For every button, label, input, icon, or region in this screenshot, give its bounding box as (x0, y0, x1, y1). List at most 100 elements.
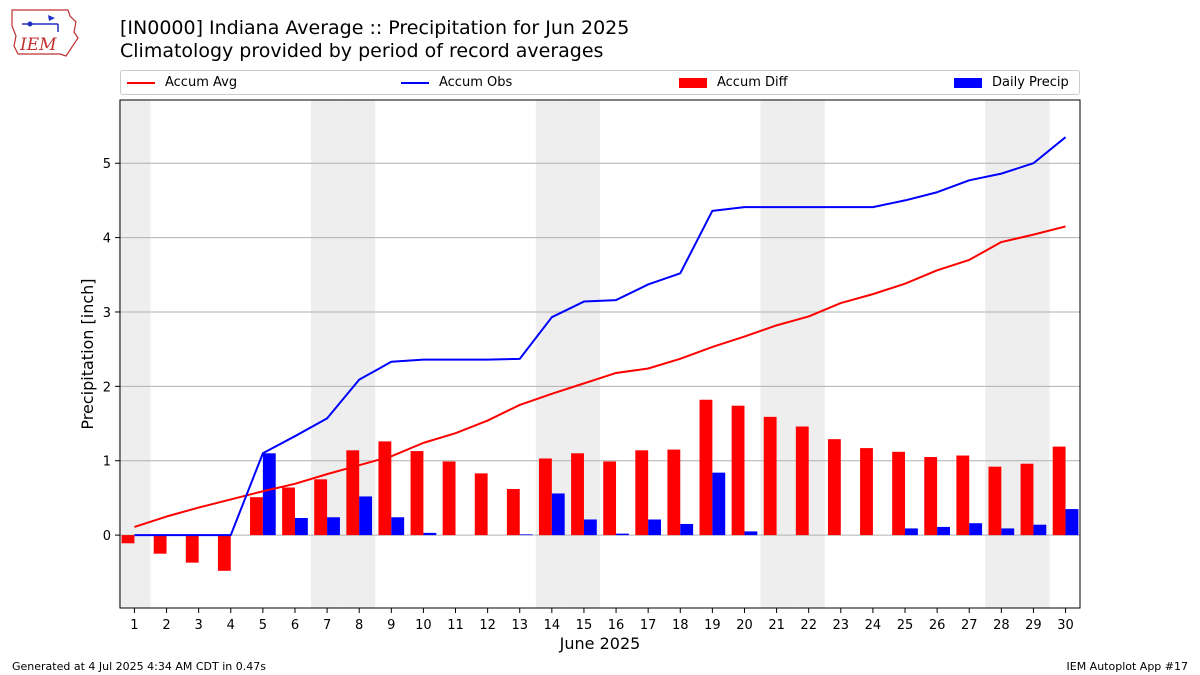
daily-precip-bar (1065, 509, 1079, 536)
daily-precip-bar (905, 528, 918, 536)
accum-diff-bar (153, 535, 167, 554)
accum-diff-bar (571, 453, 584, 536)
x-tick-label: 24 (865, 618, 882, 633)
x-tick-label: 8 (355, 618, 363, 633)
y-tick-label: 0 (103, 529, 111, 544)
accum-diff-bar (506, 488, 520, 536)
daily-precip-bar (680, 523, 694, 536)
daily-precip-bar (969, 523, 983, 536)
x-tick-label: 17 (640, 618, 657, 633)
chart-title: [IN0000] Indiana Average :: Precipitatio… (120, 17, 630, 39)
y-tick-label: 4 (103, 232, 111, 247)
accum-obs-line (134, 136, 1067, 537)
legend-label-accum-avg: Accum Avg (165, 75, 238, 90)
daily-precip-bar (294, 518, 308, 536)
daily-precip-bar (1001, 528, 1015, 536)
x-tick-label: 30 (1057, 618, 1074, 633)
legend-label-accum-obs: Accum Obs (439, 75, 513, 90)
accum-diff-bar (442, 461, 456, 536)
y-tick-label: 1 (103, 455, 111, 470)
legend-item-accum-obs: Accum Obs (401, 75, 512, 90)
legend-item-accum-diff: Accum Diff (679, 75, 788, 90)
x-tick-label: 25 (897, 618, 914, 633)
accum-diff-bar (988, 466, 1002, 536)
legend-item-daily-precip: Daily Precip (954, 75, 1069, 90)
weekend-shade-band (118, 100, 151, 608)
accum-avg-line (134, 225, 1066, 528)
chart-legend: Accum Avg Accum Obs Accum Diff Daily Pre… (120, 70, 1080, 95)
chart-subtitle: Climatology provided by period of record… (120, 40, 604, 62)
accum-diff-bar (956, 455, 970, 536)
x-tick-label: 28 (993, 618, 1010, 633)
accum-diff-bar (667, 449, 681, 536)
accum-diff-bar (378, 441, 392, 536)
accum-diff-bar (185, 535, 199, 563)
accum-diff-bar (892, 451, 906, 536)
accum-diff-bar (699, 399, 713, 536)
accum-diff-bar (538, 458, 552, 536)
x-tick-label: 20 (736, 618, 753, 633)
accum-diff-bar (795, 426, 809, 536)
x-tick-label: 11 (447, 618, 464, 633)
accum-diff-bar (603, 461, 617, 536)
daily-precip-bar (1033, 524, 1047, 536)
iem-logo: IEM (8, 6, 80, 58)
plot-frame (119, 99, 1081, 609)
footer-generated-text: Generated at 4 Jul 2025 4:34 AM CDT in 0… (12, 660, 266, 673)
accum-diff-bar (250, 497, 263, 536)
legend-label-accum-diff: Accum Diff (717, 75, 788, 90)
legend-swatch-daily-precip (954, 77, 982, 88)
daily-precip-bar (262, 453, 276, 536)
daily-precip-bar (391, 517, 405, 536)
x-tick-label: 7 (323, 618, 331, 633)
x-tick-label: 19 (704, 618, 721, 633)
x-tick-label: 3 (195, 618, 203, 633)
accum-diff-bar (827, 439, 841, 536)
x-tick-label: 9 (387, 618, 395, 633)
x-axis-label: June 2025 (559, 634, 641, 653)
daily-precip-bar (327, 517, 340, 536)
accum-diff-bar (924, 457, 938, 536)
legend-swatch-accum-avg (127, 81, 155, 84)
daily-precip-bar (616, 533, 629, 536)
legend-swatch-accum-obs (401, 81, 429, 84)
logo-text: IEM (19, 35, 57, 55)
daily-precip-bar (712, 472, 726, 536)
x-tick-label: 5 (259, 618, 267, 633)
footer-app-text: IEM Autoplot App #17 (1066, 660, 1189, 673)
accum-diff-bar (474, 473, 488, 536)
daily-precip-bar (423, 532, 437, 536)
x-tick-label: 12 (479, 618, 496, 633)
y-axis-label: Precipitation [inch] (78, 278, 97, 429)
x-tick-label: 18 (672, 618, 689, 633)
x-tick-label: 14 (544, 618, 561, 633)
x-tick-label: 4 (227, 618, 235, 633)
daily-precip-bar (648, 519, 662, 536)
y-tick-label: 3 (103, 306, 111, 321)
accum-diff-bar (121, 535, 135, 544)
legend-swatch-accum-diff (679, 77, 707, 88)
accum-diff-bar (731, 405, 745, 536)
legend-label-daily-precip: Daily Precip (992, 75, 1069, 90)
x-tick-label: 26 (929, 618, 946, 633)
accum-diff-bar (1020, 463, 1034, 536)
accum-diff-bar (860, 448, 873, 536)
accum-diff-bar (217, 535, 231, 571)
accum-diff-bar (635, 450, 649, 536)
x-tick-label: 2 (162, 618, 170, 633)
accum-diff-bar (282, 487, 295, 536)
x-tick-label: 1 (130, 618, 138, 633)
accum-diff-bar (410, 451, 424, 536)
x-tick-label: 21 (768, 618, 785, 633)
x-tick-label: 6 (291, 618, 299, 633)
x-tick-label: 23 (833, 618, 850, 633)
x-tick-label: 15 (576, 618, 593, 633)
legend-item-accum-avg: Accum Avg (127, 75, 237, 90)
accum-diff-bar (1052, 446, 1066, 536)
accum-diff-bar (763, 416, 777, 536)
daily-precip-bar (937, 526, 950, 536)
x-tick-label: 22 (800, 618, 817, 633)
daily-precip-bar (551, 493, 565, 536)
daily-precip-bar (744, 531, 758, 536)
